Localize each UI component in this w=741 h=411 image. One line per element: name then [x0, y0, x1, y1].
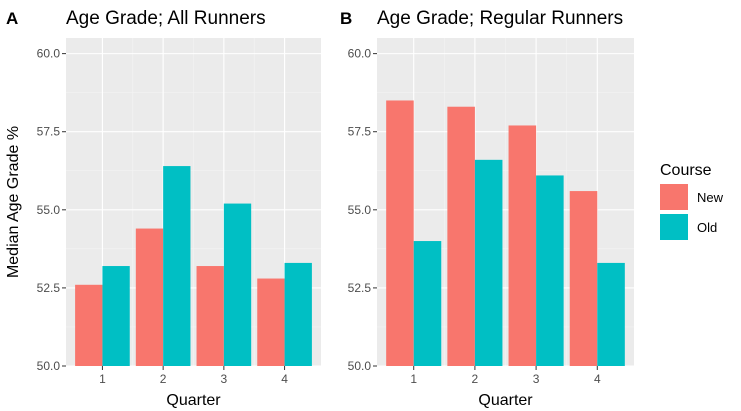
bar-new-q3 [196, 266, 224, 366]
y-tick-label: 52.5 [37, 281, 61, 295]
y-tick-label: 60.0 [37, 47, 61, 61]
bar-new-q3 [508, 125, 537, 366]
bar-new-q2 [135, 228, 164, 366]
bar-old-q4 [284, 262, 312, 366]
y-tick-label: 57.5 [37, 125, 61, 139]
x-tick-label: 1 [99, 372, 106, 386]
legend-title: Course [660, 162, 712, 179]
bar-new-q4 [257, 278, 285, 366]
panel-b-title: Age Grade; Regular Runners [377, 8, 623, 29]
legend-label-new: New [697, 190, 724, 205]
bar-old-q3 [223, 203, 252, 366]
bar-old-q2 [474, 159, 503, 366]
bar-old-q3 [536, 175, 564, 366]
legend: Course New Old [660, 162, 724, 240]
y-tick-label: 52.5 [348, 281, 372, 295]
bar-new-q4 [569, 191, 598, 366]
panel-a-title: Age Grade; All Runners [66, 8, 266, 29]
panel-a-x-axis-title: Quarter [166, 392, 221, 409]
y-tick-label: 57.5 [348, 125, 372, 139]
x-tick-label: 4 [594, 372, 601, 386]
bar-new-q1 [386, 100, 414, 366]
legend-key-old [660, 214, 688, 240]
bar-old-q4 [597, 262, 625, 366]
y-tick-label: 50.0 [348, 359, 372, 373]
y-axis-title: Median Age Grade % [5, 126, 22, 278]
panel-b: B Age Grade; Regular Runners 50.0 52.5 55.… [340, 8, 634, 409]
bar-old-q1 [102, 266, 130, 366]
x-tick-label: 2 [160, 372, 167, 386]
x-tick-label: 1 [410, 372, 417, 386]
x-tick-label: 3 [533, 372, 540, 386]
y-tick-label: 55.0 [348, 203, 372, 217]
y-tick-label: 60.0 [348, 47, 372, 61]
panel-b-x-axis-title: Quarter [478, 392, 533, 409]
y-tick-label: 50.0 [37, 359, 61, 373]
panel-b-letter: B [340, 9, 352, 28]
panel-a-letter: A [6, 9, 18, 28]
bar-old-q2 [163, 166, 191, 366]
y-tick-label: 55.0 [37, 203, 61, 217]
legend-label-old: Old [697, 220, 717, 235]
bar-new-q2 [447, 106, 475, 366]
panel-a: A Age Grade; All Runners 50.0 52.5 55.0 57.… [6, 8, 321, 409]
legend-key-new [660, 184, 688, 210]
bar-old-q1 [413, 241, 442, 366]
x-tick-label: 3 [221, 372, 228, 386]
x-tick-label: 4 [281, 372, 288, 386]
panel-a-plot: 50.0 52.5 55.0 57.5 60.0 1 2 3 4 [37, 38, 321, 386]
bar-new-q1 [75, 284, 103, 366]
panel-b-plot: 50.0 52.5 55.0 57.5 60.0 1 2 3 4 [348, 38, 634, 386]
x-tick-label: 2 [472, 372, 479, 386]
